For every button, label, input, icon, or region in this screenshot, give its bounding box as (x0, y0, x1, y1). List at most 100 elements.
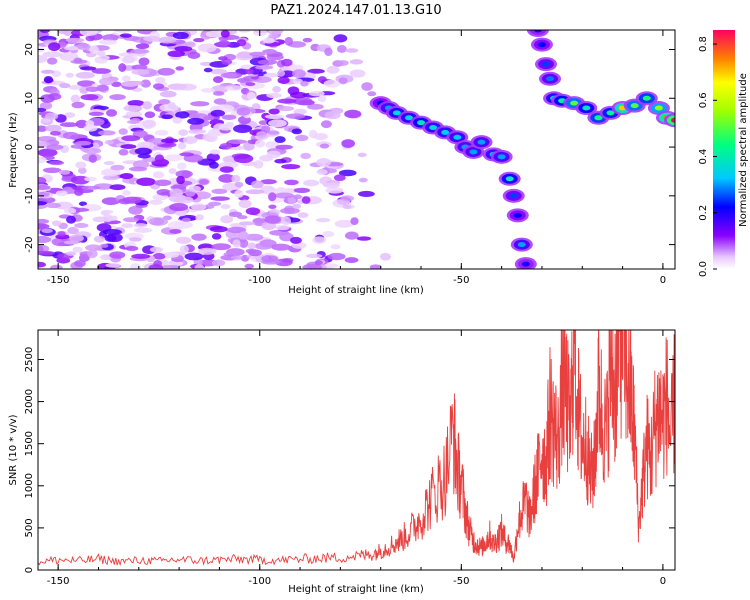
heatmap-noise-blob (188, 129, 207, 134)
heatmap-noise-blob (268, 119, 287, 128)
y-tick-label: 500 (24, 518, 35, 537)
y-tick-label: 0 (24, 144, 35, 150)
heatmap-noise-blob (140, 79, 151, 88)
heatmap-noise-blob (297, 212, 309, 218)
heatmap-noise-blob (237, 51, 253, 59)
heatmap-noise-blob (73, 57, 83, 64)
heatmap-noise-blob (63, 207, 77, 214)
heatmap-ridge-core (441, 129, 450, 135)
heatmap-noise-blob (105, 109, 118, 117)
heatmap-noise-blob (262, 37, 275, 44)
heatmap-noise-blob (247, 242, 256, 250)
heatmap-ridge-core (417, 120, 426, 126)
heatmap-noise-blob (76, 42, 91, 50)
heatmap-noise-blob (324, 111, 341, 120)
heatmap-noise-blob (38, 55, 48, 64)
heatmap-noise-blob (279, 232, 294, 242)
heatmap-noise-blob (263, 49, 277, 54)
heatmap-noise-blob (56, 30, 70, 35)
heatmap-noise-blob (89, 45, 99, 54)
heatmap-noise-blob (154, 179, 172, 187)
heatmap-layer (38, 30, 675, 269)
heatmap-noise-blob (281, 58, 293, 67)
heatmap-noise-blob (69, 234, 84, 242)
heatmap-noise-blob (244, 263, 254, 269)
heatmap-noise-blob (213, 98, 227, 105)
y-tick-label: 1500 (24, 431, 35, 456)
heatmap-noise-blob (280, 207, 300, 215)
heatmap-noise-blob (239, 221, 255, 226)
heatmap-noise-blob (178, 129, 189, 137)
heatmap-noise-blob (149, 246, 164, 253)
heatmap-noise-blob (238, 231, 249, 240)
snr-frame (37, 329, 676, 571)
heatmap-noise-blob (137, 153, 151, 159)
heatmap-ridge-core (642, 95, 651, 101)
heatmap-noise-blob (357, 152, 367, 158)
heatmap-ridge-core (537, 42, 546, 48)
heatmap-noise-blob (344, 231, 359, 240)
heatmap-noise-blob (51, 220, 62, 227)
snr-xlabel: Height of straight line (km) (288, 584, 424, 595)
heatmap-noise-blob (103, 161, 115, 166)
heatmap-noise-blob (58, 169, 71, 175)
y-tick-label: 10 (24, 92, 35, 105)
heatmap-noise-blob (158, 36, 177, 44)
heatmap-noise-blob (118, 63, 127, 72)
heatmap-noise-blob (172, 117, 183, 124)
heatmap-noise-blob (244, 233, 264, 241)
heatmap-noise-blob (268, 33, 279, 39)
heatmap-noise-blob (158, 98, 171, 106)
heatmap-noise-blob (39, 101, 53, 110)
heatmap-noise-blob (175, 236, 192, 244)
heatmap-noise-blob (42, 51, 63, 58)
heatmap-noise-blob (338, 77, 348, 85)
heatmap-noise-blob (99, 243, 109, 248)
figure-title: PAZ1.2024.147.01.13.G10 (270, 3, 441, 18)
heatmap-noise-blob (38, 125, 48, 132)
heatmap-noise-blob (164, 252, 179, 258)
heatmap-noise-blob (49, 130, 61, 136)
heatmap-noise-blob (64, 46, 80, 51)
heatmap-noise-blob (75, 161, 87, 169)
heatmap-noise-blob (238, 199, 252, 209)
heatmap-noise-blob (209, 149, 221, 155)
heatmap-noise-blob (142, 101, 153, 110)
heatmap-noise-blob (169, 229, 182, 234)
heatmap-noise-blob (275, 224, 290, 231)
heatmap-noise-blob (142, 119, 157, 128)
heatmap-noise-blob (290, 91, 308, 99)
heatmap-noise-blob (87, 249, 98, 259)
x-tick-label: -150 (47, 275, 70, 286)
heatmap-noise-blob (254, 242, 274, 250)
heatmap-noise-blob (38, 218, 50, 224)
heatmap-noise-blob (131, 253, 151, 259)
heatmap-noise-blob (83, 124, 98, 132)
y-tick-label: 1000 (24, 473, 35, 498)
heatmap-noise-blob (57, 231, 66, 237)
heatmap-noise-blob (320, 120, 332, 129)
heatmap-noise-blob (46, 57, 58, 65)
heatmap-noise-blob (50, 264, 63, 269)
heatmap-noise-blob (379, 252, 392, 261)
colorbar-tick-label: 0.8 (698, 36, 709, 52)
heatmap-noise-blob (119, 173, 134, 180)
heatmap-noise-blob (80, 94, 99, 101)
heatmap-noise-blob (110, 164, 125, 171)
heatmap-noise-blob (41, 69, 55, 74)
heatmap-noise-blob (100, 254, 113, 261)
spectrogram-ylabel: Frequency (Hz) (8, 112, 19, 188)
heatmap-noise-blob (356, 236, 372, 241)
heatmap-noise-blob (98, 55, 110, 61)
x-tick-label: 0 (660, 576, 666, 587)
heatmap-noise-blob (88, 111, 104, 116)
heatmap-noise-blob (220, 204, 231, 210)
heatmap-noise-blob (275, 144, 293, 150)
heatmap-noise-blob (209, 226, 229, 233)
heatmap-noise-blob (167, 83, 187, 90)
x-tick-label: 0 (660, 275, 666, 286)
spectrogram-xlabel: Height of straight line (km) (288, 285, 424, 296)
heatmap-noise-blob (63, 240, 80, 245)
heatmap-noise-blob (238, 30, 251, 33)
